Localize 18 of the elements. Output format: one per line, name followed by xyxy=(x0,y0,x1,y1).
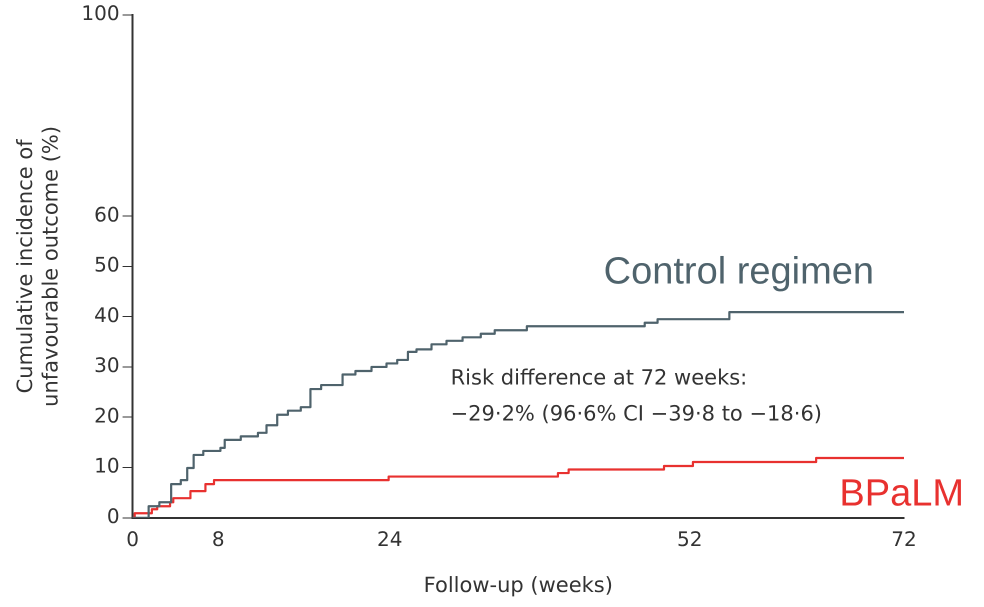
x-axis-title: Follow-up (weeks) xyxy=(424,572,613,597)
x-tick-label: 72 xyxy=(891,527,917,552)
y-axis-title: Cumulative incidence of unfavourable outcome (%) xyxy=(13,126,62,407)
annotation: Risk difference at 72 weeks: −29·2% (96·6% CI −39·8 to −18·6) xyxy=(450,366,822,426)
y-tick-label: 30 xyxy=(94,353,120,378)
y-tick-label: 60 xyxy=(94,202,120,226)
y-tick-label: 10 xyxy=(94,454,120,478)
y-tick-label: 20 xyxy=(94,403,120,428)
y-tick-label: 50 xyxy=(94,252,120,277)
x-tick-label: 8 xyxy=(212,527,225,552)
x-tick-label: 24 xyxy=(376,527,402,552)
series-label: Control regimen xyxy=(604,250,874,293)
y-tick-label: 40 xyxy=(94,302,120,327)
y-tick-label: 0 xyxy=(106,504,120,528)
x-tick-label: 0 xyxy=(126,527,139,552)
y-tick-label: 100 xyxy=(81,1,120,26)
x-tick-label: 52 xyxy=(676,527,702,552)
series-label: BPaLM xyxy=(839,472,964,514)
